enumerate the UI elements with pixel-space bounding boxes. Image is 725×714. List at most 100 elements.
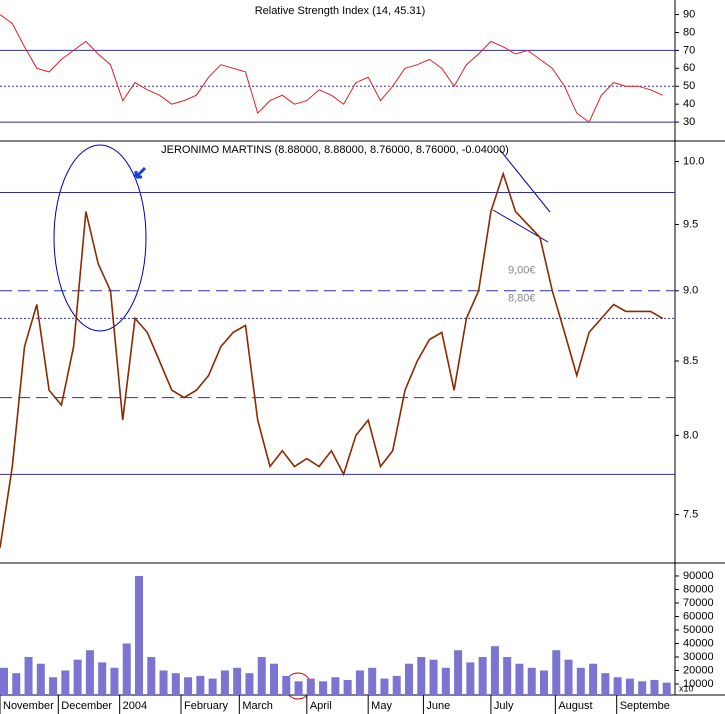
chart-title: Relative Strength Index (14, 45.31): [255, 5, 426, 17]
y-tick-label: 70000: [683, 597, 714, 609]
volume-bar: [540, 670, 548, 695]
volume-bar: [625, 678, 634, 695]
volume-bar: [454, 650, 463, 695]
volume-bar: [85, 650, 94, 695]
volume-bar: [0, 667, 8, 695]
volume-bar: [196, 675, 205, 695]
volume-bar: [466, 662, 475, 695]
volume-bar: [245, 673, 254, 695]
volume-bar: [110, 667, 119, 695]
y-tick-label: 40000: [683, 637, 714, 649]
y-tick-label: 10.0: [683, 155, 704, 167]
volume-bar: [36, 663, 45, 695]
volume-bar: [392, 675, 401, 695]
trend-line: [499, 149, 551, 213]
annotation: 9,00€: [508, 265, 536, 277]
series-line: [0, 14, 663, 123]
arrow: [134, 166, 147, 179]
x-tick-label: 2004: [123, 700, 147, 712]
volume-bar: [478, 656, 487, 695]
volume-bar: [343, 679, 352, 695]
volume-bar: [638, 681, 647, 695]
annotation: 8,80€: [508, 292, 536, 304]
volume-bar: [662, 682, 671, 695]
volume-bar: [306, 678, 315, 695]
y-tick-label: 80000: [683, 583, 714, 595]
series-line: [0, 171, 664, 548]
volume-bar: [282, 675, 291, 695]
y-tick-label: 10000: [683, 678, 714, 690]
volume-bar: [380, 678, 389, 695]
volume-bar: [147, 656, 156, 695]
volume-bar: [589, 663, 598, 695]
x-tick-label: April: [310, 700, 332, 712]
volume-bar: [319, 681, 328, 695]
volume-bar: [24, 656, 33, 695]
volume-bar: [331, 677, 340, 695]
y-tick-label: 60000: [683, 610, 714, 622]
y-tick-label: 20000: [683, 664, 714, 676]
y-tick-label: 8.5: [683, 355, 698, 367]
volume-bar: [73, 659, 82, 695]
volume-bar: [368, 667, 377, 695]
y-tick-label: 40: [683, 98, 695, 110]
volume-bar: [220, 670, 229, 695]
volume-bar: [515, 663, 524, 695]
volume-bar: [159, 670, 168, 695]
y-tick-label: 50: [683, 80, 695, 92]
volume-bar: [405, 663, 413, 695]
volume-bar: [601, 673, 610, 695]
y-tick-label: 8.0: [683, 429, 698, 441]
y-tick-label: 60: [683, 62, 695, 74]
volume-bar: [135, 575, 143, 695]
volume-bar: [184, 677, 193, 695]
y-tick-label: 30000: [683, 651, 714, 663]
x-tick-label: May: [371, 700, 392, 712]
volume-bar: [613, 677, 622, 695]
volume-bar: [552, 650, 561, 695]
volume-bar: [233, 667, 242, 695]
volume-bar: [61, 670, 70, 695]
y-tick-label: 80: [683, 26, 695, 38]
volume-bar: [294, 681, 303, 695]
volume-bar: [490, 646, 499, 695]
volume-bar: [527, 667, 536, 695]
y-tick-label: 90: [683, 8, 695, 20]
volume-bar: [417, 656, 426, 695]
volume-bar: [208, 678, 217, 695]
volume-bar: [441, 667, 450, 695]
highlight-ellipse: [53, 144, 147, 332]
x-tick-label: February: [184, 700, 229, 712]
y-tick-label: 9.5: [683, 218, 698, 230]
y-tick-label: 7.5: [683, 509, 698, 521]
volume-bar: [503, 656, 512, 695]
x-tick-label: June: [426, 700, 450, 712]
y-tick-label: 90000: [683, 570, 714, 582]
volume-bar: [122, 643, 131, 695]
x-tick-label: Septembe: [620, 700, 670, 712]
volume-bar: [564, 659, 573, 695]
volume-bar: [650, 679, 659, 695]
volume-bar: [576, 667, 585, 695]
volume-bar: [171, 673, 180, 695]
volume-bar: [98, 662, 107, 695]
scale-label: x10: [679, 683, 694, 693]
x-tick-label: November: [3, 700, 54, 712]
y-tick-label: 50000: [683, 624, 714, 636]
volume-bar: [49, 677, 58, 695]
x-tick-label: July: [494, 700, 514, 712]
volume-bar: [257, 656, 266, 695]
y-tick-label: 9.0: [683, 285, 698, 297]
volume-bar: [429, 659, 438, 695]
chart-title: JERONIMO MARTINS (8.88000, 8.88000, 8.76…: [161, 144, 509, 156]
volume-bar: [12, 673, 21, 695]
x-tick-label: August: [558, 700, 592, 712]
y-tick-label: 30: [683, 116, 695, 128]
volume-bar: [270, 663, 278, 695]
volume-bar: [355, 670, 364, 695]
y-tick-label: 70: [683, 44, 695, 56]
x-tick-label: March: [242, 700, 273, 712]
x-tick-label: December: [61, 700, 112, 712]
